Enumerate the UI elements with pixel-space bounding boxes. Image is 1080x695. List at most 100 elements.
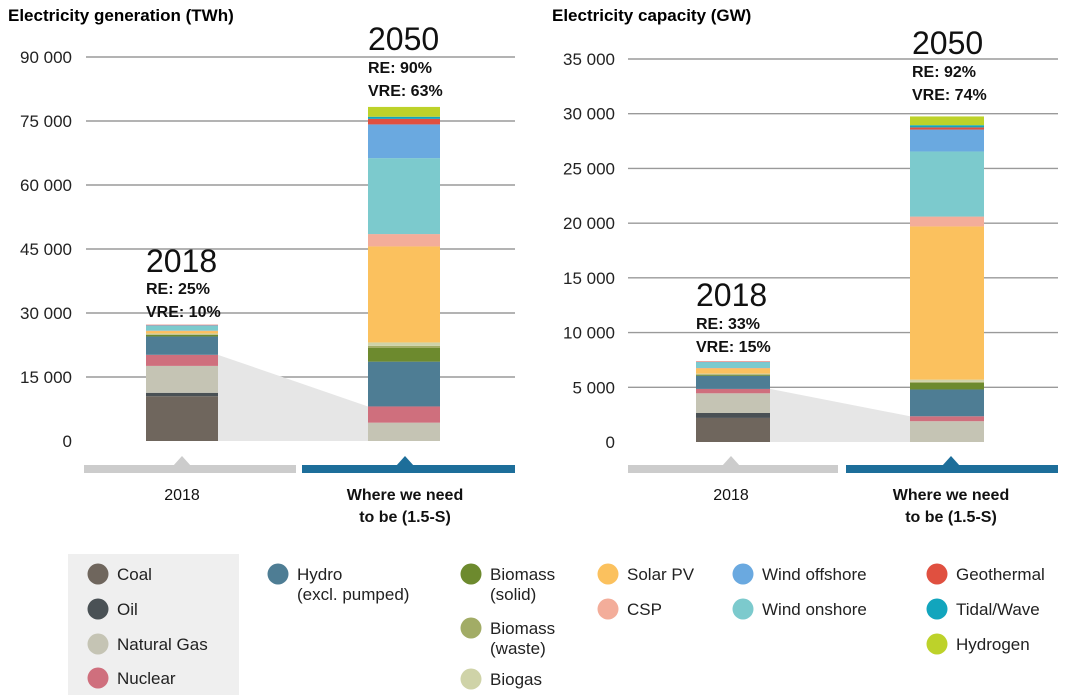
year-label: 2018 xyxy=(696,277,767,313)
year-label: 2050 xyxy=(368,21,439,57)
bar-segment-nuclear xyxy=(696,388,770,394)
bar-segment-biogas xyxy=(696,373,770,375)
legend-swatch-biomass-waste xyxy=(460,617,482,639)
category-baseline-marker xyxy=(722,456,740,466)
bar-segment-biomass-waste xyxy=(696,374,770,375)
legend: Coal Oil Natural Gas Nuclear Hydro(excl. pum… xyxy=(68,554,1045,695)
category-baseline-marker xyxy=(396,456,414,466)
legend-label-biogas: Biogas xyxy=(490,670,542,689)
bar-segment-biogas xyxy=(146,333,218,335)
legend-label-natural-gas: Natural Gas xyxy=(117,635,208,654)
y-tick-label: 35 000 xyxy=(563,50,615,69)
category-baseline-bar xyxy=(628,465,838,473)
x-category-label: Where we need xyxy=(893,487,1009,504)
x-category-label: Where we need xyxy=(347,487,463,504)
bar-segment-wind-offshore xyxy=(146,325,218,326)
legend-swatch-wind-offshore xyxy=(732,563,754,585)
x-category-label: 2018 xyxy=(713,487,749,504)
bar-segment-hydro-excl-pumped xyxy=(368,361,440,407)
y-tick-label: 15 000 xyxy=(20,368,72,387)
fossil-decline-wedge xyxy=(218,354,368,441)
legend-label-nuclear: Nuclear xyxy=(117,669,176,688)
bar-segment-oil xyxy=(146,392,218,397)
legend-swatch-geothermal xyxy=(926,563,948,585)
legend-swatch-nuclear xyxy=(87,667,109,689)
bar-segment-hydrogen xyxy=(368,106,440,117)
bar-segment-biomass-waste xyxy=(146,334,218,335)
category-baseline-marker xyxy=(173,456,191,466)
year-label: 2018 xyxy=(146,243,217,279)
x-category-label: to be (1.5-S) xyxy=(359,509,451,526)
legend-swatch-solar-pv xyxy=(597,563,619,585)
y-tick-label: 75 000 xyxy=(20,112,72,131)
legend-label-wind-offshore: Wind offshore xyxy=(762,565,867,584)
legend-swatch-csp xyxy=(597,598,619,620)
legend-label-hydro-excl-pumped: (excl. pumped) xyxy=(297,585,409,604)
legend-label-hydrogen: Hydrogen xyxy=(956,635,1030,654)
legend-label-biomass-solid: (solid) xyxy=(490,585,536,604)
re-share-label: RE: 33% xyxy=(696,316,760,333)
bar-segment-csp xyxy=(696,368,770,369)
bar-segment-hydro-excl-pumped xyxy=(696,375,770,389)
year-label: 2050 xyxy=(912,25,983,61)
legend-swatch-natural-gas xyxy=(87,633,109,655)
y-tick-label: 5 000 xyxy=(572,378,615,397)
legend-swatch-biogas xyxy=(460,668,482,690)
bar-segment-biogas xyxy=(910,379,984,382)
bar-segment-hydrogen xyxy=(910,116,984,126)
y-tick-label: 0 xyxy=(63,432,72,451)
re-share-label: RE: 25% xyxy=(146,281,210,298)
bar-segment-wind-onshore xyxy=(368,158,440,235)
vre-share-label: VRE: 15% xyxy=(696,339,771,356)
bar-segment-biomass-waste xyxy=(910,381,984,383)
category-baseline-marker xyxy=(942,456,960,466)
legend-swatch-hydrogen xyxy=(926,633,948,655)
bar-segment-wind-offshore xyxy=(910,129,984,152)
legend-swatch-wind-onshore xyxy=(732,598,754,620)
bar-segment-csp xyxy=(910,216,984,227)
chart-title: Electricity generation (TWh) xyxy=(8,6,234,25)
legend-label-solar-pv: Solar PV xyxy=(627,565,695,584)
fossil-decline-wedge xyxy=(770,388,910,442)
bar-segment-nuclear xyxy=(146,354,218,366)
bar-segment-nuclear xyxy=(910,416,984,422)
vre-share-label: VRE: 74% xyxy=(912,87,987,104)
bar-segment-hydro-excl-pumped xyxy=(910,389,984,417)
bar-segment-csp xyxy=(146,330,218,332)
legend-label-csp: CSP xyxy=(627,600,662,619)
category-baseline-bar xyxy=(846,465,1058,473)
y-tick-label: 45 000 xyxy=(20,240,72,259)
re-share-label: RE: 92% xyxy=(912,64,976,81)
vre-share-label: VRE: 10% xyxy=(146,304,221,321)
vre-share-label: VRE: 63% xyxy=(368,83,443,100)
legend-swatch-hydro-excl-pumped xyxy=(267,563,289,585)
re-share-label: RE: 90% xyxy=(368,60,432,77)
y-tick-label: 30 000 xyxy=(563,105,615,124)
bar-segment-hydro-excl-pumped xyxy=(146,336,218,355)
y-tick-label: 20 000 xyxy=(563,214,615,233)
y-tick-label: 90 000 xyxy=(20,48,72,67)
generation-chart-panel: Electricity generation (TWh) 0 15 000 30 00… xyxy=(8,6,515,526)
legend-label-oil: Oil xyxy=(117,600,138,619)
y-tick-label: 25 000 xyxy=(563,159,615,178)
y-tick-label: 30 000 xyxy=(20,304,72,323)
legend-label-wind-onshore: Wind onshore xyxy=(762,600,867,619)
bar-segment-oil xyxy=(696,413,770,418)
bar-segment-solar-pv xyxy=(696,368,770,374)
legend-label-tidal-wave: Tidal/Wave xyxy=(956,600,1040,619)
bar-segment-csp xyxy=(368,234,440,247)
bar-segment-biomass-waste xyxy=(368,345,440,348)
bar-segment-biogas xyxy=(368,342,440,346)
bar-segment-coal xyxy=(696,417,770,442)
bar-segment-coal xyxy=(146,396,218,441)
legend-label-biomass-waste: (waste) xyxy=(490,639,546,658)
legend-swatch-oil xyxy=(87,598,109,620)
bar-segment-wind-onshore xyxy=(910,151,984,217)
bar-segment-geothermal xyxy=(910,127,984,130)
x-category-label: 2018 xyxy=(164,487,200,504)
legend-swatch-coal xyxy=(87,563,109,585)
category-baseline-bar xyxy=(84,465,296,473)
capacity-chart-panel: Electricity capacity (GW) 0 5 000 10 000 15 … xyxy=(552,6,1058,526)
legend-label-geothermal: Geothermal xyxy=(956,565,1045,584)
bar-segment-biomass-solid xyxy=(368,347,440,362)
